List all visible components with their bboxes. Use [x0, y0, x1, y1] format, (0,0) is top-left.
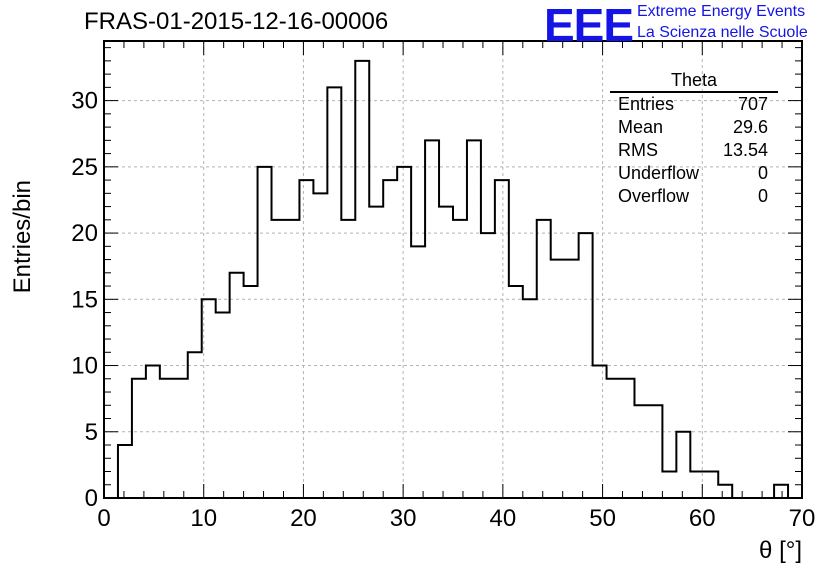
stats-row-underflow: Underflow 0 — [610, 162, 778, 185]
stats-row-rms: RMS 13.54 — [610, 139, 778, 162]
stats-label: RMS — [618, 140, 658, 160]
stats-row-entries: Entries 707 — [610, 93, 778, 116]
histogram-series — [104, 59, 802, 499]
y-axis-label: Entries/bin — [9, 180, 36, 293]
stats-row-mean: Mean 29.6 — [610, 116, 778, 139]
x-axis-label: θ [°] — [759, 537, 802, 564]
y-tick-label: 10 — [71, 353, 98, 380]
stats-value: 707 — [737, 94, 768, 114]
stats-value: 0 — [757, 186, 768, 206]
logo-line-2: La Scienza nelle Scuole — [637, 24, 808, 41]
stats-box: Theta Entries 707 Mean 29.6 RMS 13.54 Un… — [610, 70, 778, 208]
stats-label: Overflow — [618, 186, 690, 206]
y-tick-label: 30 — [71, 88, 98, 115]
x-tick-labels: 0 10 20 30 40 50 60 70 — [97, 505, 815, 532]
chart-title: FRAS-01-2015-12-16-00006 — [84, 8, 389, 35]
x-tick-label: 10 — [190, 505, 217, 532]
grid-lines — [104, 41, 802, 498]
stats-label: Underflow — [618, 163, 700, 183]
x-tick-label: 30 — [390, 505, 417, 532]
y-tick-label: 20 — [71, 220, 98, 247]
stats-value: 0 — [757, 163, 768, 183]
x-tick-label: 0 — [97, 505, 110, 532]
stats-value: 29.6 — [732, 117, 768, 137]
y-tick-labels: 0 5 10 15 20 25 30 — [71, 88, 98, 512]
plot-frame — [103, 40, 803, 499]
stats-title: Theta — [610, 70, 778, 93]
x-tick-label: 40 — [490, 505, 517, 532]
y-tick-label: 5 — [85, 419, 98, 446]
stats-row-overflow: Overflow 0 — [610, 185, 778, 208]
x-tick-label: 70 — [789, 505, 816, 532]
axis-ticks — [103, 41, 803, 499]
y-tick-label: 0 — [85, 485, 98, 512]
x-tick-label: 60 — [689, 505, 716, 532]
x-tick-label: 20 — [290, 505, 317, 532]
stats-label: Mean — [618, 117, 664, 137]
logo-line-1: Extreme Energy Events — [637, 3, 806, 20]
y-tick-label: 25 — [71, 154, 98, 181]
y-tick-label: 15 — [71, 286, 98, 313]
stats-label: Entries — [618, 94, 675, 114]
stats-value: 13.54 — [722, 140, 768, 160]
eee-logo: EEE — [544, 0, 634, 51]
x-tick-label: 50 — [589, 505, 616, 532]
